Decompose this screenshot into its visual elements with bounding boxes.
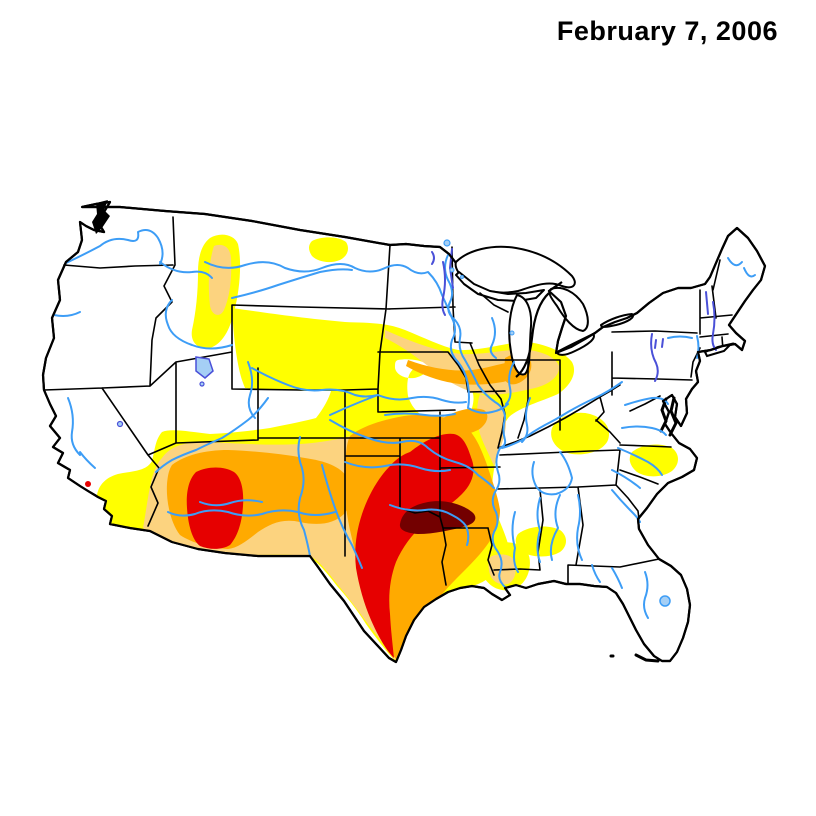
connecticut-river (711, 301, 717, 351)
wabash-river (521, 397, 531, 443)
d4-region-red-river (399, 501, 476, 534)
d0-region-carolinas (629, 444, 678, 477)
state-borders (43, 216, 733, 586)
d3-region-arizona (186, 467, 244, 549)
florida-rivers (591, 564, 649, 619)
oregon-river (53, 311, 81, 317)
small-lakes (116, 239, 671, 607)
drought-layer-d4 (399, 501, 476, 534)
platte-river (251, 367, 467, 416)
michigan-mitten-west-shore (515, 292, 550, 378)
james-river-dakota (431, 251, 446, 316)
illinois-river (505, 361, 515, 405)
finger-lakes (654, 338, 664, 349)
missouri-river (204, 261, 509, 414)
map-date-title: February 7, 2006 (556, 16, 778, 46)
drought-shading-layers (85, 234, 678, 661)
canadian-river (344, 461, 451, 473)
florida-keys (609, 653, 660, 663)
great-salt-lake (195, 356, 214, 379)
gila-river (167, 509, 336, 517)
wisconsin-river (489, 317, 497, 359)
pecos-river (321, 464, 363, 569)
rio-grande-upper (297, 436, 311, 557)
great-lakes (454, 245, 634, 378)
upper-peninsula-michigan (455, 271, 545, 302)
d3-region-texas-oklahoma (355, 433, 474, 658)
gulf-state-rivers (511, 494, 583, 573)
lake-michigan (508, 294, 533, 376)
lake-okeechobee (659, 595, 671, 607)
ohio-river (501, 381, 623, 449)
d2-region-iowa-illinois (406, 360, 528, 385)
salt-river (199, 499, 263, 507)
lake-winnebago (509, 330, 515, 336)
sacramento-river (67, 397, 96, 469)
d1-region-montana (208, 244, 232, 315)
red-river (389, 504, 470, 546)
drought-layer-d3 (85, 433, 474, 658)
d3-spot-california-coast (85, 481, 91, 487)
lake-of-the-woods (443, 239, 451, 247)
mississippi-river (444, 254, 507, 589)
us-national-outline-stroke (41, 200, 767, 664)
lake-champlain (705, 291, 709, 315)
d0-region-north-dakota (309, 237, 348, 263)
rivers-layer (53, 229, 756, 619)
snake-river (164, 299, 233, 350)
rivers-main (53, 229, 756, 619)
minnesota-lake-2 (460, 275, 464, 279)
green-river (247, 361, 256, 419)
arkansas-river (329, 419, 495, 489)
d0-region-mississippi-alabama (515, 526, 566, 557)
susquehanna-river (650, 333, 659, 382)
d0-region-ohio-valley (551, 412, 610, 455)
tennessee-river (531, 451, 573, 496)
colorado-river (155, 397, 269, 473)
utah-lake (199, 381, 205, 387)
rivers-dark (431, 248, 717, 382)
yellowstone-river (231, 268, 353, 299)
lake-tahoe (116, 420, 124, 428)
mohawk-hudson-rivers (667, 335, 700, 359)
minnesota-lake-1 (449, 267, 455, 273)
maine-rivers (727, 257, 756, 278)
columbia-river (65, 229, 213, 279)
kansas-river (384, 412, 456, 417)
